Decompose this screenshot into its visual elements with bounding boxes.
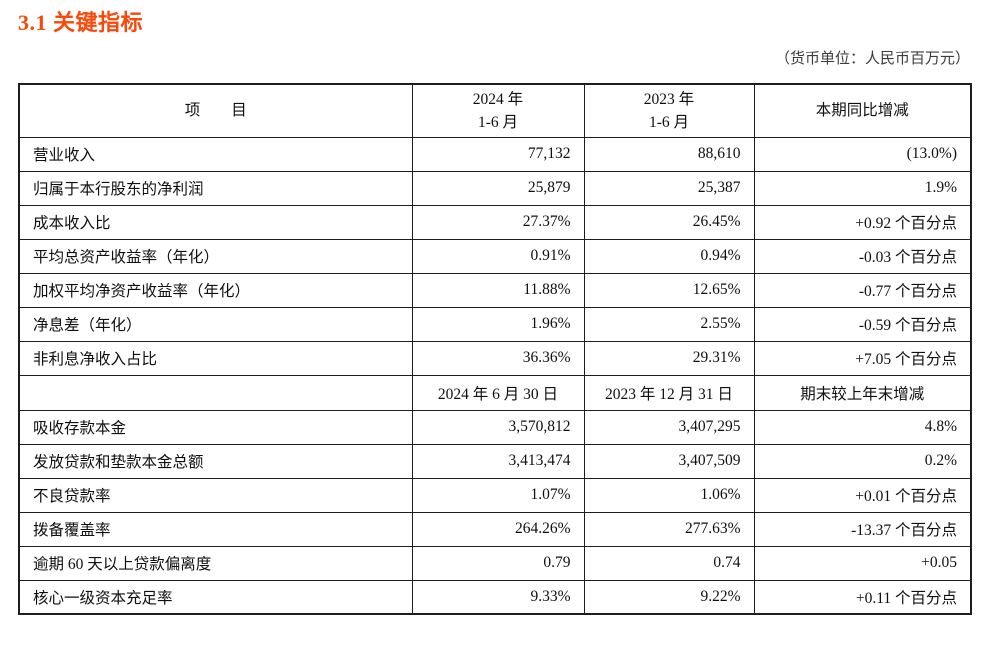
value-2023: 277.63% — [583, 511, 755, 547]
mid-header-period-change: 期末较上年末增减 — [753, 374, 972, 411]
value-2023: 26.45% — [583, 204, 755, 240]
value-2024: 77,132 — [411, 136, 585, 172]
value-2023: 0.94% — [583, 238, 755, 274]
currency-unit-note: （货币单位：人民币百万元） — [774, 51, 970, 67]
key-indicators-table: 项 目 2024 年 1-6 月 2023 年 1-6 月 本期同比增减 营业收… — [18, 83, 972, 615]
table-row: 核心一级资本充足率 9.33% 9.22% +0.11 个百分点 — [18, 579, 972, 615]
value-2024: 0.91% — [411, 238, 585, 274]
header-2023-months: 1-6 月 — [648, 113, 690, 131]
table-row: 吸收存款本金 3,570,812 3,407,295 4.8% — [18, 409, 972, 445]
value-2024: 11.88% — [411, 272, 585, 308]
value-change: +0.01 个百分点 — [753, 477, 972, 513]
header-2024-year: 2024 年 — [472, 90, 524, 108]
value-2023: 1.06% — [583, 477, 755, 513]
value-2024: 9.33% — [411, 579, 585, 615]
table-row: 归属于本行股东的净利润 25,879 25,387 1.9% — [18, 170, 972, 206]
value-2023: 2.55% — [583, 306, 755, 342]
row-label: 拨备覆盖率 — [18, 511, 413, 547]
value-2023: 88,610 — [583, 136, 755, 172]
value-2024: 36.36% — [411, 340, 585, 376]
value-change: -0.77 个百分点 — [753, 272, 972, 308]
section-title: 3.1 关键指标 — [18, 10, 144, 35]
row-label: 发放贷款和垫款本金总额 — [18, 443, 413, 479]
mid-header-2024-date: 2024 年 6 月 30 日 — [411, 374, 585, 411]
value-2023: 29.31% — [583, 340, 755, 376]
mid-header-item — [18, 374, 413, 411]
value-change: -13.37 个百分点 — [753, 511, 972, 547]
value-change: +0.92 个百分点 — [753, 204, 972, 240]
row-label: 非利息净收入占比 — [18, 340, 413, 376]
header-2024: 2024 年 1-6 月 — [411, 83, 585, 138]
header-2024-months: 1-6 月 — [477, 113, 519, 131]
row-label: 不良贷款率 — [18, 477, 413, 513]
row-label: 逾期 60 天以上贷款偏离度 — [18, 545, 413, 581]
value-2024: 3,570,812 — [411, 409, 585, 445]
value-change: 1.9% — [753, 170, 972, 206]
row-label: 吸收存款本金 — [18, 409, 413, 445]
value-change: (13.0%) — [753, 136, 972, 172]
value-change: 0.2% — [753, 443, 972, 479]
value-2023: 3,407,509 — [583, 443, 755, 479]
table-header-row: 项 目 2024 年 1-6 月 2023 年 1-6 月 本期同比增减 — [18, 83, 972, 138]
value-2023: 25,387 — [583, 170, 755, 206]
header-yoy-change: 本期同比增减 — [753, 83, 972, 138]
value-change: -0.59 个百分点 — [753, 306, 972, 342]
value-2023: 12.65% — [583, 272, 755, 308]
value-2024: 264.26% — [411, 511, 585, 547]
value-2023: 9.22% — [583, 579, 755, 615]
table-row: 拨备覆盖率 264.26% 277.63% -13.37 个百分点 — [18, 511, 972, 547]
value-change: +7.05 个百分点 — [753, 340, 972, 376]
value-2024: 1.07% — [411, 477, 585, 513]
value-change: 4.8% — [753, 409, 972, 445]
value-change: -0.03 个百分点 — [753, 238, 972, 274]
header-2023-year: 2023 年 — [643, 90, 695, 108]
row-label: 成本收入比 — [18, 204, 413, 240]
value-2023: 3,407,295 — [583, 409, 755, 445]
table-row: 加权平均净资产收益率（年化） 11.88% 12.65% -0.77 个百分点 — [18, 272, 972, 308]
table-row: 营业收入 77,132 88,610 (13.0%) — [18, 136, 972, 172]
table-row: 平均总资产收益率（年化） 0.91% 0.94% -0.03 个百分点 — [18, 238, 972, 274]
row-label: 加权平均净资产收益率（年化） — [18, 272, 413, 308]
value-2024: 0.79 — [411, 545, 585, 581]
header-item: 项 目 — [18, 83, 413, 138]
table-mid-header-row: 2024 年 6 月 30 日 2023 年 12 月 31 日 期末较上年末增… — [18, 374, 972, 411]
row-label: 平均总资产收益率（年化） — [18, 238, 413, 274]
value-change: +0.11 个百分点 — [753, 579, 972, 615]
header-2023: 2023 年 1-6 月 — [583, 83, 755, 138]
table-row: 不良贷款率 1.07% 1.06% +0.01 个百分点 — [18, 477, 972, 513]
row-label: 核心一级资本充足率 — [18, 579, 413, 615]
value-2024: 25,879 — [411, 170, 585, 206]
table-row: 非利息净收入占比 36.36% 29.31% +7.05 个百分点 — [18, 340, 972, 376]
row-label: 归属于本行股东的净利润 — [18, 170, 413, 206]
table-row: 净息差（年化） 1.96% 2.55% -0.59 个百分点 — [18, 306, 972, 342]
row-label: 营业收入 — [18, 136, 413, 172]
value-change: +0.05 — [753, 545, 972, 581]
value-2024: 3,413,474 — [411, 443, 585, 479]
table-row: 发放贷款和垫款本金总额 3,413,474 3,407,509 0.2% — [18, 443, 972, 479]
table-row: 逾期 60 天以上贷款偏离度 0.79 0.74 +0.05 — [18, 545, 972, 581]
value-2024: 1.96% — [411, 306, 585, 342]
mid-header-2023-date: 2023 年 12 月 31 日 — [583, 374, 755, 411]
row-label: 净息差（年化） — [18, 306, 413, 342]
value-2023: 0.74 — [583, 545, 755, 581]
value-2024: 27.37% — [411, 204, 585, 240]
table-row: 成本收入比 27.37% 26.45% +0.92 个百分点 — [18, 204, 972, 240]
